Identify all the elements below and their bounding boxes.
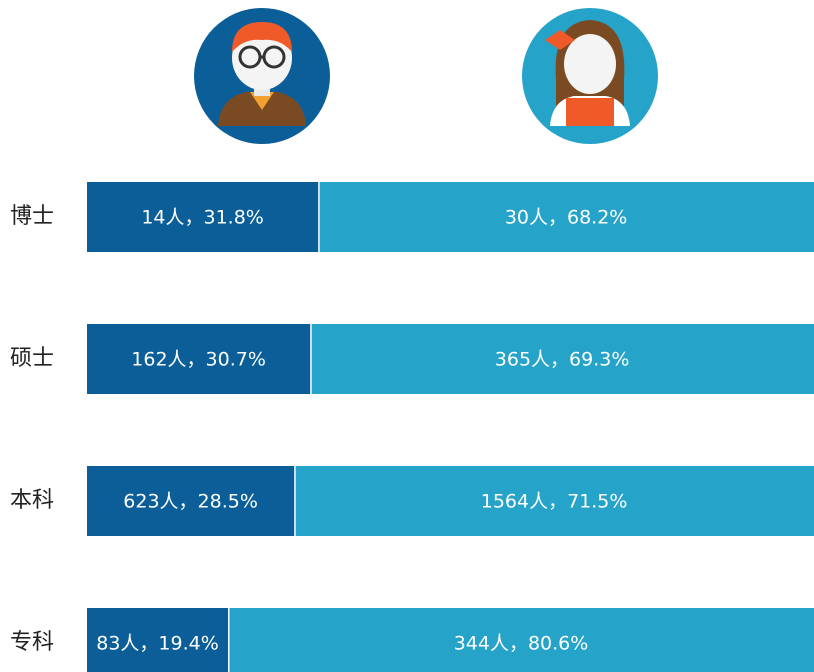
value-label: 30人，68.2%: [505, 207, 628, 229]
value-label: 162人，30.7%: [131, 349, 266, 371]
value-label: 14人，31.8%: [141, 207, 264, 229]
category-label: 博士: [10, 204, 54, 229]
category-label: 专科: [10, 630, 54, 655]
bar-segment: [87, 182, 319, 252]
value-label: 623人，28.5%: [123, 491, 258, 513]
category-label: 本科: [10, 488, 54, 513]
bar-segment: [87, 466, 295, 536]
female-icon: [522, 8, 658, 144]
value-label: 83人，19.4%: [96, 633, 219, 655]
value-label: 344人，80.6%: [454, 633, 589, 655]
value-label: 365人，69.3%: [495, 349, 630, 371]
bar-segment: [229, 608, 814, 672]
bar-segment: [87, 324, 311, 394]
value-label: 1564人，71.5%: [481, 491, 628, 513]
bar-segment: [311, 324, 814, 394]
bar-segment: [295, 466, 814, 536]
category-label: 硕士: [10, 346, 54, 371]
bar-segment: [319, 182, 814, 252]
bar-segment: [87, 608, 229, 672]
male-icon: [194, 8, 330, 144]
